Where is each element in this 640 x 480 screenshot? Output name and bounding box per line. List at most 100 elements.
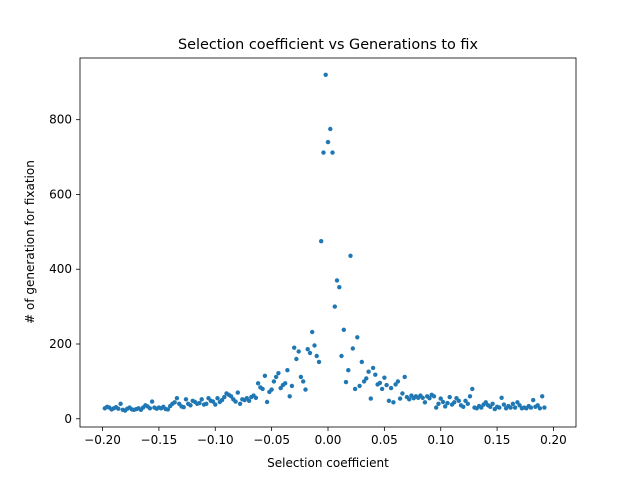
data-point (373, 372, 378, 377)
data-point (479, 405, 484, 410)
data-point (215, 396, 220, 401)
x-tick-label: 0.15 (484, 433, 511, 447)
data-point (199, 397, 204, 402)
data-point (116, 406, 121, 411)
data-point (490, 401, 495, 406)
data-point (165, 407, 171, 412)
data-point (470, 386, 475, 392)
x-tick-label: 0.00 (315, 433, 342, 447)
data-point (233, 399, 238, 404)
data-point (296, 349, 301, 354)
data-point (334, 278, 340, 283)
scatter-markers (102, 72, 547, 413)
data-point (400, 391, 405, 396)
data-point (350, 346, 355, 351)
data-point (407, 397, 412, 402)
data-point (310, 329, 315, 335)
data-point (283, 381, 288, 386)
x-tick-label: −0.10 (197, 433, 234, 447)
data-point (420, 395, 425, 400)
data-point (292, 345, 297, 350)
data-point (488, 404, 493, 409)
data-point (346, 368, 351, 373)
x-axis-label: Selection coefficient (267, 456, 389, 470)
data-point (181, 405, 186, 410)
data-point (294, 356, 299, 362)
data-point (456, 398, 461, 403)
data-point (337, 285, 342, 290)
data-point (443, 404, 448, 409)
data-point (463, 398, 468, 403)
data-point (359, 359, 364, 365)
data-point (305, 347, 310, 352)
data-point (370, 365, 376, 371)
data-point (497, 405, 502, 410)
data-point (188, 403, 193, 408)
data-point (377, 380, 383, 386)
data-point (341, 327, 346, 332)
data-point (436, 401, 441, 406)
data-point (395, 379, 401, 384)
y-axis-label: # of generation for fixation (23, 160, 37, 324)
data-point (447, 394, 452, 400)
data-point (366, 369, 371, 374)
x-tick-label: −0.20 (84, 433, 121, 447)
data-point (328, 126, 333, 132)
data-point (445, 400, 450, 406)
data-point (542, 405, 547, 410)
data-point (312, 343, 317, 348)
data-point (397, 396, 403, 401)
data-point (355, 335, 360, 340)
data-point (271, 379, 277, 384)
data-point (273, 374, 279, 380)
data-point (204, 401, 209, 406)
data-point (264, 399, 270, 405)
data-point (501, 402, 507, 407)
data-point (465, 401, 470, 406)
data-point (438, 396, 443, 401)
data-point (262, 373, 268, 378)
data-point (540, 394, 545, 399)
data-point (528, 405, 534, 410)
x-tick-label: 0.20 (540, 433, 567, 447)
data-point (512, 405, 518, 410)
data-point (379, 386, 385, 392)
data-point (301, 379, 306, 384)
data-point (321, 150, 326, 155)
y-tick-label: 200 (49, 337, 72, 351)
data-point (246, 398, 252, 403)
data-point (330, 150, 335, 155)
data-point (255, 381, 261, 386)
data-point (276, 371, 281, 376)
data-point (348, 253, 353, 258)
data-point (452, 400, 457, 405)
data-point (197, 400, 202, 406)
data-point (510, 401, 516, 406)
chart-title: Selection coefficient vs Generations to … (178, 37, 479, 53)
data-point (172, 400, 177, 405)
data-point (352, 386, 358, 392)
data-point (431, 394, 437, 399)
data-point (384, 382, 389, 388)
data-point (298, 374, 304, 380)
data-point (517, 403, 522, 408)
data-point (461, 404, 466, 409)
data-point (213, 402, 218, 407)
x-tick-label: −0.15 (141, 433, 178, 447)
data-point (314, 353, 319, 359)
data-point (332, 304, 337, 309)
data-point (316, 359, 322, 365)
x-tick-label: 0.10 (427, 433, 454, 447)
data-point (343, 379, 349, 385)
data-point (499, 395, 504, 400)
y-tick-label: 0 (64, 412, 72, 426)
x-tick-label: 0.05 (371, 433, 398, 447)
data-point (235, 390, 240, 395)
data-point (269, 387, 274, 392)
data-point (149, 399, 155, 404)
data-point (219, 397, 225, 403)
data-point (382, 375, 387, 380)
data-point (393, 382, 398, 387)
data-point (289, 383, 295, 389)
data-point (260, 386, 265, 392)
